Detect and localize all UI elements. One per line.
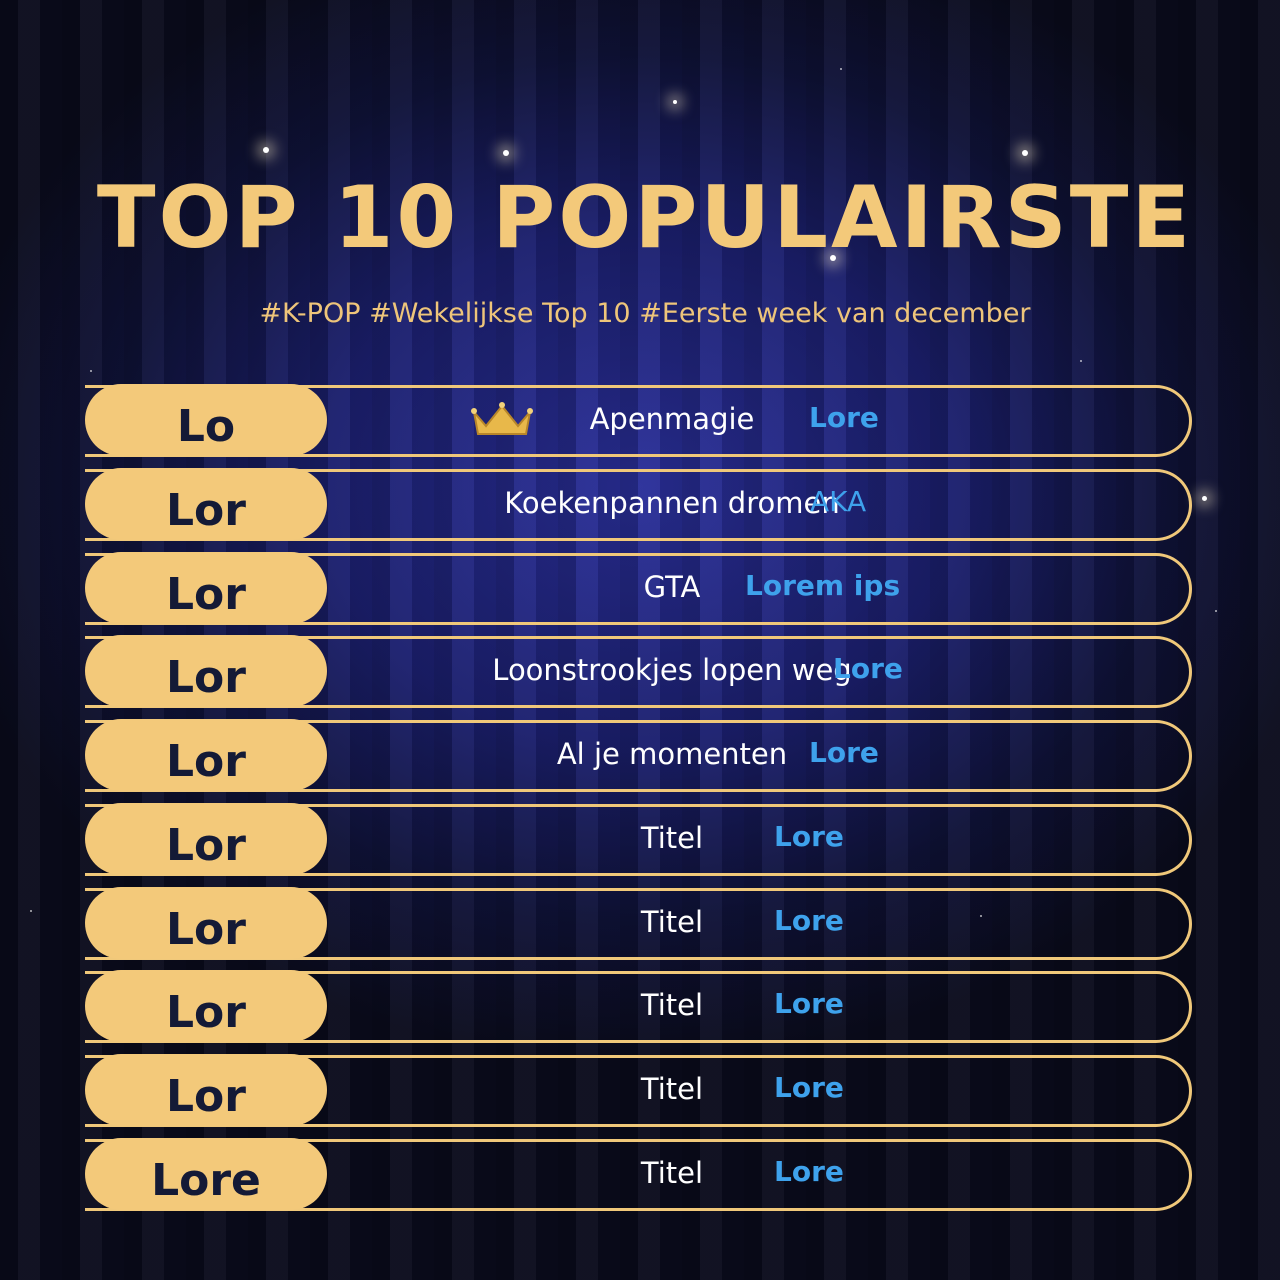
- artist-name: Lorem ips: [745, 569, 901, 602]
- row-frame: [85, 971, 1192, 1043]
- rank-label: Lore: [85, 1138, 327, 1210]
- rank-label: Lor: [85, 803, 327, 875]
- rank-label: Lor: [85, 1054, 327, 1126]
- rank-label: Lor: [85, 970, 327, 1042]
- artist-name: Lore: [774, 1155, 844, 1188]
- rank-label: Lor: [85, 719, 327, 791]
- star: [1202, 496, 1207, 501]
- row-frame: [85, 553, 1192, 625]
- artist-name: Lore: [774, 820, 844, 853]
- star: [980, 915, 982, 917]
- row-frame: [85, 469, 1192, 541]
- rank-label: Lor: [85, 887, 327, 959]
- song-title: Titel: [640, 905, 704, 939]
- song-title: Titel: [640, 1072, 704, 1106]
- artist-name: Lore: [774, 987, 844, 1020]
- artist-name: Lore: [774, 1071, 844, 1104]
- row-frame: [85, 636, 1192, 708]
- song-title: Titel: [640, 1156, 704, 1190]
- artist-name: AKA: [810, 485, 867, 518]
- rank-label: Lor: [85, 552, 327, 624]
- star: [503, 150, 509, 156]
- subtitle: #K-POP #Wekelijkse Top 10 #Eerste week v…: [259, 298, 1031, 329]
- star: [840, 68, 842, 70]
- artist-name: Lore: [809, 736, 879, 769]
- rank-label: Lo: [85, 384, 327, 456]
- row-frame: [85, 1055, 1192, 1127]
- star: [263, 147, 269, 153]
- star: [1022, 150, 1028, 156]
- rank-label: Lor: [85, 468, 327, 540]
- star: [830, 255, 836, 261]
- row-frame: [85, 720, 1192, 792]
- row-frame: [85, 1139, 1192, 1211]
- song-title: Apenmagie: [589, 402, 755, 436]
- song-title: GTA: [643, 570, 701, 604]
- row-frame: [85, 385, 1192, 457]
- rank-label: Lor: [85, 635, 327, 707]
- row-frame: [85, 804, 1192, 876]
- star: [30, 910, 32, 912]
- crown-icon: [471, 402, 533, 435]
- artist-name: Lore: [809, 401, 879, 434]
- star: [673, 100, 677, 104]
- song-title: Koekenpannen dromen: [504, 486, 840, 520]
- star: [1080, 360, 1082, 362]
- song-title: Titel: [640, 821, 704, 855]
- song-title: Al je momenten: [556, 737, 788, 771]
- song-title: Loonstrookjes lopen weg: [492, 653, 852, 687]
- star: [1215, 610, 1217, 612]
- song-title: Titel: [640, 988, 704, 1022]
- artist-name: Lore: [833, 652, 903, 685]
- star: [90, 370, 92, 372]
- artist-name: Lore: [774, 904, 844, 937]
- title: TOP 10 POPULAIRSTE: [96, 168, 1194, 268]
- row-frame: [85, 888, 1192, 960]
